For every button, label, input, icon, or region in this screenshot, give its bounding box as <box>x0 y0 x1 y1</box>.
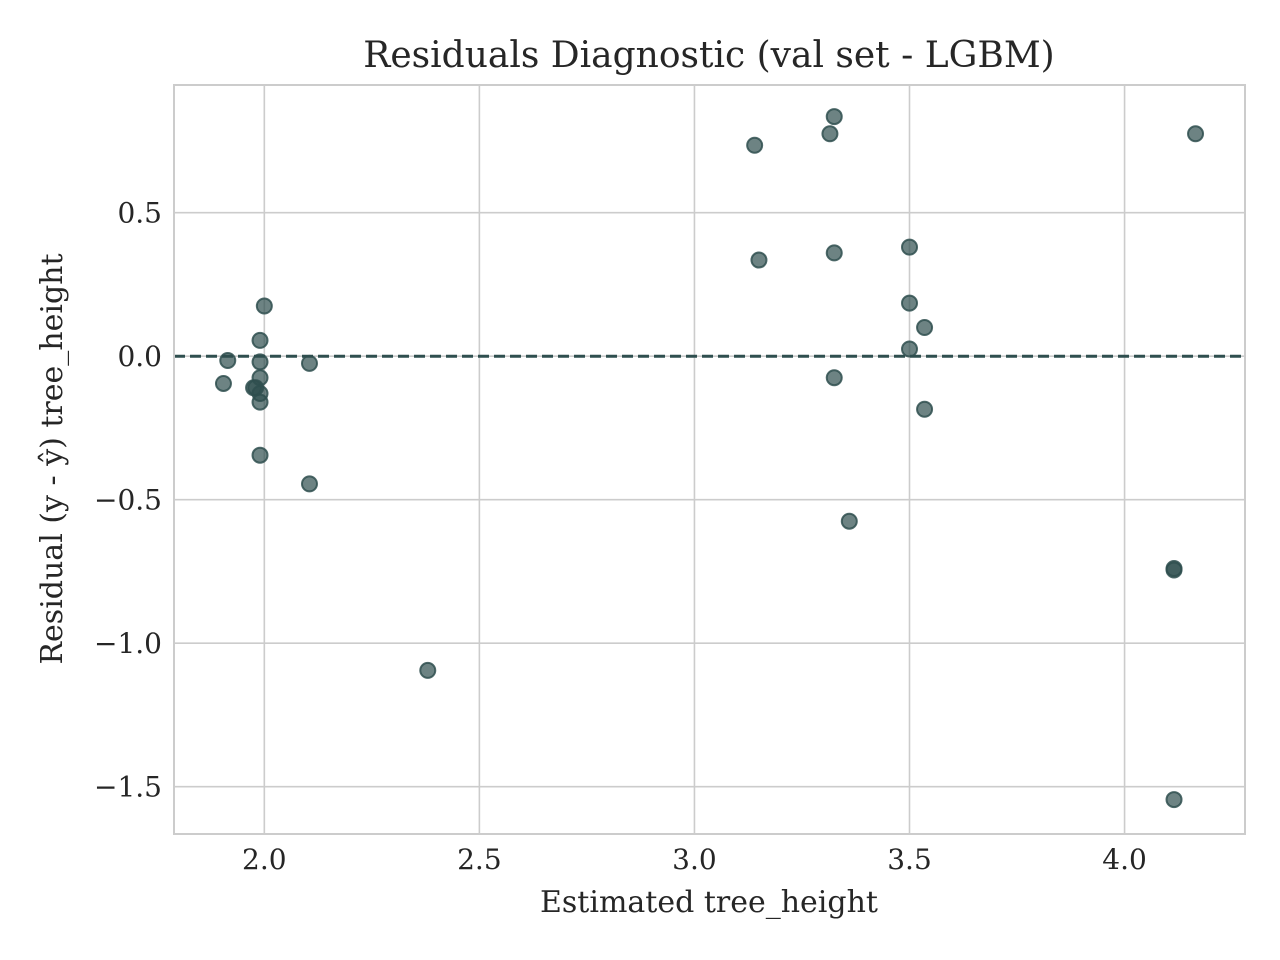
residual-point <box>901 238 919 256</box>
plot-frame <box>173 84 1246 835</box>
residual-point <box>300 475 318 493</box>
residual-point <box>1187 125 1205 143</box>
scatter-points <box>214 108 1205 809</box>
residual-point <box>251 369 269 387</box>
residual-point <box>1165 561 1183 579</box>
residual-point <box>840 512 858 530</box>
y-tick-labels: 0.5 0.0 −0.5 −1.0 −1.5 <box>94 197 162 804</box>
residual-point <box>916 400 934 418</box>
y-tick-label: −1.0 <box>94 627 162 660</box>
x-tick-label: 2.5 <box>457 843 502 876</box>
x-tick-labels: 2.0 2.5 3.0 3.5 4.0 <box>242 843 1147 876</box>
x-tick-label: 4.0 <box>1102 843 1147 876</box>
residual-point <box>825 369 843 387</box>
residual-point <box>251 331 269 349</box>
residual-point <box>821 125 839 143</box>
residual-point <box>901 340 919 358</box>
residual-point <box>255 297 273 315</box>
residual-point <box>219 351 237 369</box>
residual-point <box>825 244 843 262</box>
residual-point <box>825 108 843 126</box>
residual-point <box>251 393 269 411</box>
residual-point <box>300 354 318 372</box>
x-tick-label: 3.0 <box>672 843 717 876</box>
y-tick-label: −0.5 <box>94 484 162 517</box>
y-tick-label: 0.5 <box>117 197 162 230</box>
residual-point <box>916 318 934 336</box>
chart-title: Residuals Diagnostic (val set - LGBM) <box>363 35 1054 76</box>
x-tick-label: 3.5 <box>887 843 932 876</box>
residual-point <box>251 446 269 464</box>
residual-point <box>750 251 768 269</box>
residual-point <box>419 661 437 679</box>
residual-point <box>214 374 232 392</box>
y-axis-label: Residual (y - ŷ) tree_height <box>35 253 70 664</box>
x-axis-label: Estimated tree_height <box>540 885 878 920</box>
y-tick-label: 0.0 <box>117 340 162 373</box>
y-tick-label: −1.5 <box>94 771 162 804</box>
residual-point <box>746 136 764 154</box>
x-tick-label: 2.0 <box>242 843 287 876</box>
residual-point <box>901 294 919 312</box>
residual-point <box>1165 791 1183 809</box>
residual-point <box>251 353 269 371</box>
